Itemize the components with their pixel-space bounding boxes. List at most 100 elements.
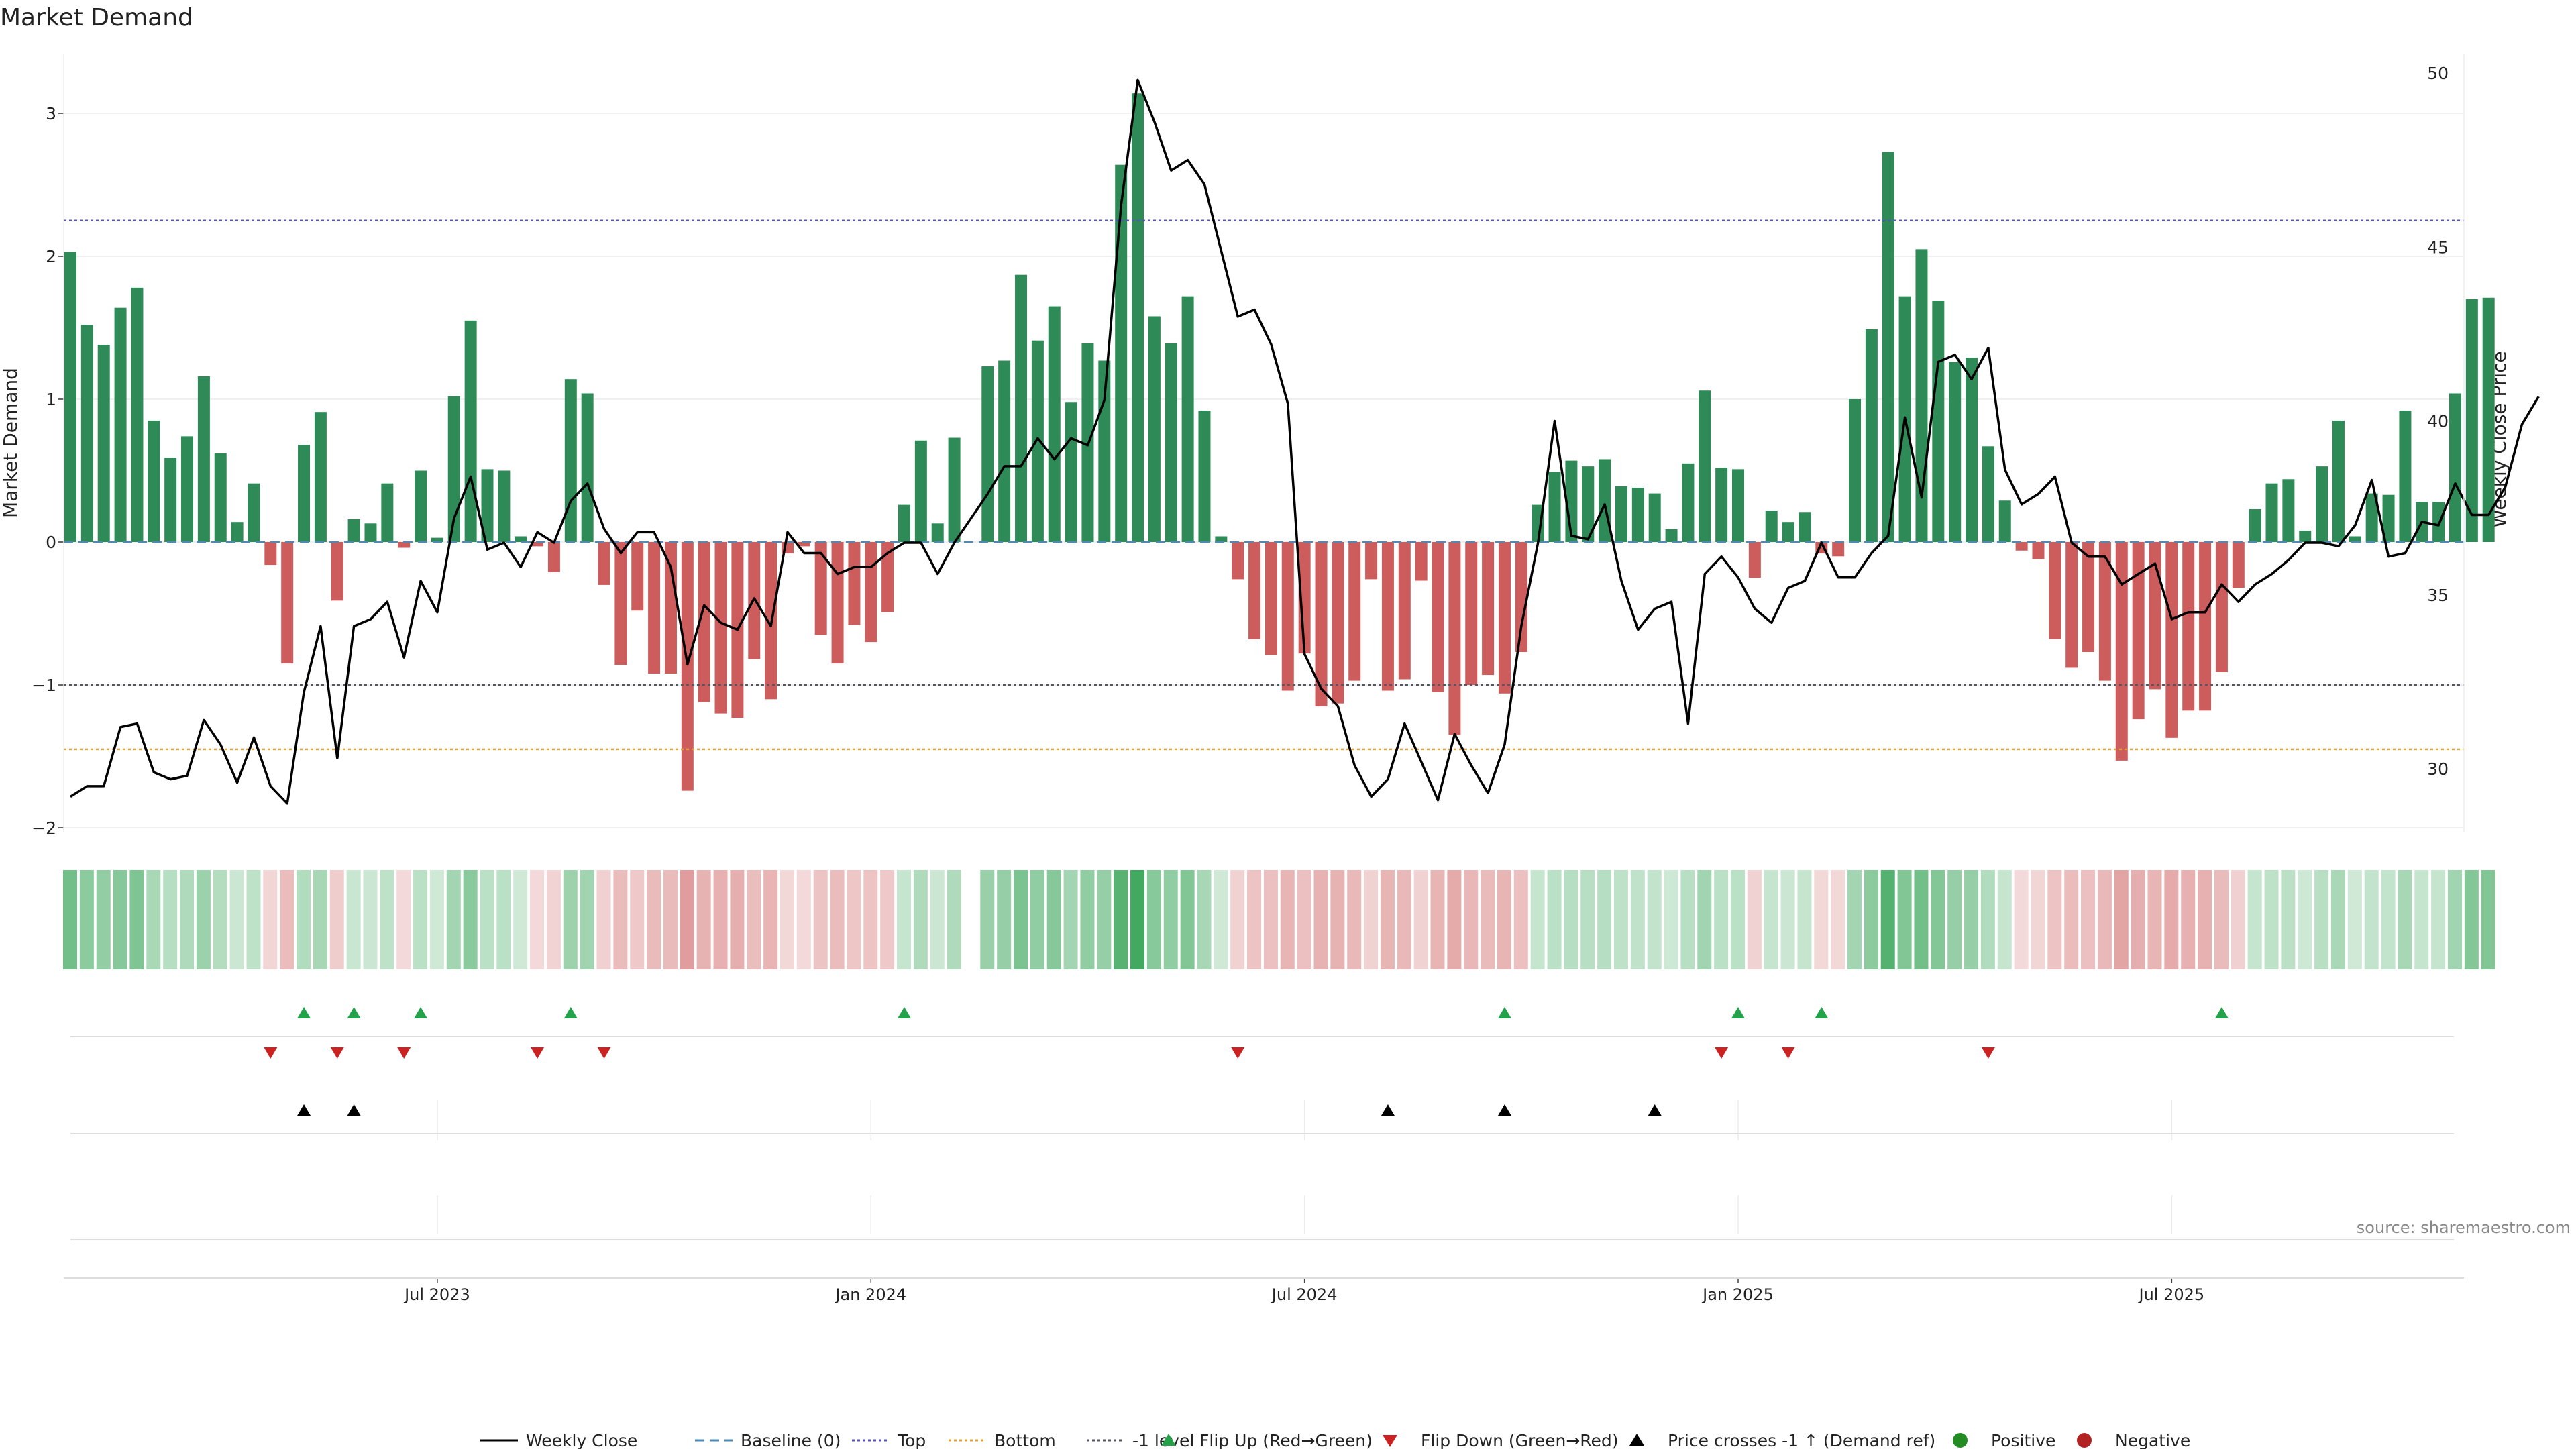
- legend-swatch-flip-down: [1383, 1435, 1397, 1447]
- heat-cell: [1964, 870, 1979, 969]
- flip-down-marker: [397, 1047, 411, 1059]
- heat-cell: [997, 870, 1012, 969]
- heat-cell: [1280, 870, 1295, 969]
- demand-bar: [314, 412, 327, 542]
- heat-cell: [113, 870, 127, 969]
- heat-cell: [1814, 870, 1829, 969]
- heat-cell: [2347, 870, 2362, 969]
- demand-bar: [1315, 542, 1328, 706]
- y-tick-label: 3: [46, 104, 56, 123]
- x-tick-label: Jul 2025: [2138, 1285, 2205, 1304]
- heat-cell: [1564, 870, 1578, 969]
- heat-cell: [1380, 870, 1395, 969]
- legend-label: Bottom: [994, 1431, 1056, 1449]
- demand-bar: [381, 483, 394, 542]
- demand-bar: [2282, 479, 2295, 542]
- heat-cell: [1630, 870, 1645, 969]
- heat-cell: [596, 870, 611, 969]
- demand-bar: [1432, 542, 1444, 692]
- heat-cell: [1481, 870, 1495, 969]
- heat-cell: [396, 870, 411, 969]
- price-cross-marker: [1648, 1104, 1662, 1116]
- heat-cell: [947, 870, 961, 969]
- demand-bar: [848, 542, 861, 625]
- heat-cell: [847, 870, 861, 969]
- heat-cell: [1063, 870, 1078, 969]
- demand-bar: [631, 542, 644, 611]
- demand-bar: [664, 542, 677, 674]
- demand-bar: [2132, 542, 2145, 720]
- demand-bar: [1448, 542, 1461, 735]
- heat-cell: [980, 870, 995, 969]
- heat-cell: [346, 870, 361, 969]
- demand-bar: [347, 519, 360, 542]
- demand-bar: [2199, 542, 2212, 711]
- demand-bar: [1482, 542, 1495, 676]
- demand-bar: [2332, 420, 2345, 542]
- legend-swatch-flip-up: [1161, 1434, 1176, 1446]
- demand-bar: [1765, 511, 1778, 542]
- heat-strip: [63, 870, 2496, 969]
- demand-bar: [714, 542, 727, 714]
- heat-cell: [2298, 870, 2312, 969]
- heat-cell: [1664, 870, 1678, 969]
- heat-cell: [196, 870, 211, 969]
- demand-bar: [231, 522, 244, 542]
- heat-cell: [546, 870, 561, 969]
- demand-bar: [1132, 93, 1144, 542]
- heat-cell: [730, 870, 745, 969]
- demand-bar: [1465, 542, 1478, 685]
- heat-cell: [2198, 870, 2212, 969]
- demand-bar: [248, 483, 260, 542]
- demand-bar: [881, 542, 894, 612]
- heat-cell: [630, 870, 645, 969]
- heat-cell: [796, 870, 811, 969]
- demand-bar: [1215, 536, 1228, 542]
- heat-cell: [1880, 870, 1895, 969]
- legend-label: Price crosses -1 ↑ (Demand ref): [1668, 1431, 1935, 1449]
- source-note: source: sharemaestro.com: [2357, 1218, 2571, 1237]
- heat-cell: [246, 870, 261, 969]
- heat-cell: [2281, 870, 2296, 969]
- demand-bar: [331, 542, 343, 601]
- demand-bar: [1248, 542, 1261, 639]
- heat-cell: [2097, 870, 2112, 969]
- heat-cell: [1647, 870, 1662, 969]
- heat-cell: [1214, 870, 1228, 969]
- demand-bar: [1782, 522, 1794, 542]
- demand-bar: [64, 252, 76, 542]
- demand-bar: [2065, 542, 2078, 668]
- demand-bar: [2098, 542, 2111, 681]
- demand-bar: [148, 420, 160, 542]
- heat-cell: [1980, 870, 1995, 969]
- heat-cell: [2164, 870, 2179, 969]
- heat-cell: [780, 870, 794, 969]
- heat-cell: [1580, 870, 1595, 969]
- demand-bar: [1265, 542, 1277, 655]
- heat-cell: [1397, 870, 1411, 969]
- heat-cell: [180, 870, 195, 969]
- heat-cell: [1797, 870, 1812, 969]
- heat-cell: [696, 870, 711, 969]
- flip-up-marker: [414, 1007, 428, 1018]
- heat-cell: [1180, 870, 1195, 969]
- demand-bar: [1048, 306, 1061, 542]
- legend-label: Top: [897, 1431, 926, 1449]
- demand-bar: [1165, 343, 1177, 542]
- heat-cell: [63, 870, 77, 969]
- demand-bar: [648, 542, 661, 674]
- heat-cell: [2364, 870, 2379, 969]
- heat-cell: [1931, 870, 1945, 969]
- heat-cell: [1914, 870, 1929, 969]
- heat-cell: [680, 870, 694, 969]
- heat-cell: [1513, 870, 1528, 969]
- heat-cell: [713, 870, 728, 969]
- heat-cell: [863, 870, 878, 969]
- heat-cell: [663, 870, 678, 969]
- heat-cell: [1130, 870, 1145, 969]
- demand-bar: [181, 436, 194, 542]
- demand-bar: [1665, 529, 1678, 542]
- signal-markers: [264, 1007, 2229, 1116]
- demand-bar: [998, 360, 1011, 542]
- demand-bar: [2232, 542, 2245, 588]
